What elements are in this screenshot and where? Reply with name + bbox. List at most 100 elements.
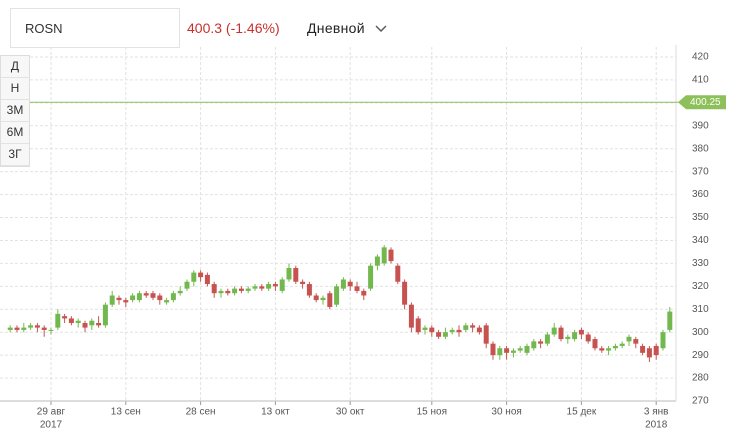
y-tick-label: 310	[692, 304, 709, 315]
range-buttons: Д Н 3М 6М 3Г	[0, 55, 30, 167]
x-tick-label: 15 дек	[567, 407, 597, 418]
candle-body	[41, 327, 47, 330]
candle-body	[347, 281, 353, 287]
candle-body	[300, 281, 306, 285]
candle-body	[130, 295, 136, 301]
x-tick-label: 13 окт	[261, 407, 290, 418]
candle-body	[660, 332, 666, 349]
candle-body	[191, 272, 197, 282]
year-label: 2017	[40, 420, 63, 431]
price-tag-label: 400.25	[690, 97, 721, 108]
candle-body	[612, 345, 618, 349]
x-tick-label: 30 ноя	[491, 407, 521, 418]
candle-body	[436, 332, 442, 337]
x-tick-label: 13 сен	[111, 407, 141, 418]
range-button[interactable]: Н	[1, 78, 29, 100]
candle-body	[402, 281, 408, 305]
range-button[interactable]: 3Г	[1, 144, 29, 166]
chevron	[375, 25, 387, 33]
candle-body	[395, 265, 401, 282]
candle-body	[123, 300, 129, 303]
candle-body	[476, 327, 482, 333]
candle-body	[170, 293, 176, 301]
candle-body	[497, 348, 503, 356]
candle-body	[313, 295, 319, 301]
candle-body	[109, 295, 115, 305]
candle-body	[266, 284, 272, 289]
candle-body	[21, 327, 27, 330]
x-tick-label: 3 янв	[644, 407, 669, 418]
candle-body	[89, 320, 95, 326]
candle-body	[306, 284, 312, 296]
candle-body	[96, 323, 102, 326]
candle-body	[82, 323, 88, 328]
candle-body	[259, 286, 265, 289]
candle-body	[238, 288, 244, 291]
candle-body	[483, 325, 489, 344]
y-tick-label: 330	[692, 258, 709, 269]
candle-body	[55, 313, 61, 328]
y-tick-label: 370	[692, 166, 709, 177]
candle-body	[232, 288, 238, 294]
candle-body	[599, 348, 605, 351]
y-tick-label: 350	[692, 212, 709, 223]
range-button[interactable]: Д	[1, 56, 29, 78]
candle-body	[646, 348, 652, 358]
range-button[interactable]: 3М	[1, 100, 29, 122]
y-tick-label: 320	[692, 281, 709, 292]
candle-body	[327, 293, 333, 307]
y-tick-label: 340	[692, 235, 709, 246]
candle-body	[245, 288, 251, 291]
candle-body	[585, 334, 591, 342]
x-tick-label: 28 сен	[186, 407, 216, 418]
candle-body	[218, 290, 224, 294]
range-button[interactable]: 6М	[1, 122, 29, 144]
x-tick-label: 29 авг	[37, 407, 66, 418]
candle-body	[538, 341, 544, 344]
candle-body	[470, 325, 476, 328]
candle-body	[184, 281, 190, 289]
candle-body	[510, 350, 516, 353]
candle-body	[157, 295, 163, 301]
y-tick-label: 380	[692, 143, 709, 154]
interval-label: Дневной	[307, 20, 365, 36]
candle-body	[252, 286, 258, 289]
candle-body	[442, 332, 448, 337]
candle-body	[667, 311, 673, 330]
candle-body	[68, 318, 74, 324]
candle-body	[34, 325, 40, 328]
y-tick-label: 280	[692, 373, 709, 384]
candle-body	[381, 247, 387, 264]
candle-body	[164, 300, 170, 303]
candle-body	[592, 339, 598, 349]
candle-body	[272, 284, 278, 287]
candle-body	[490, 343, 496, 356]
candle-body	[544, 334, 550, 344]
price-change: 400.3 (-1.46%)	[187, 20, 280, 36]
candle-body	[136, 293, 142, 301]
symbol-input[interactable]: ROSN	[10, 8, 180, 48]
y-tick-label: 270	[692, 396, 709, 407]
year-label: 2018	[645, 420, 668, 431]
candle-body	[204, 274, 210, 285]
candle-body	[388, 249, 394, 262]
interval-select[interactable]: Дневной	[307, 20, 387, 36]
candle-body	[225, 290, 231, 294]
candle-body	[354, 286, 360, 291]
candle-body	[286, 267, 292, 280]
candle-body	[334, 286, 340, 305]
candle-body	[116, 297, 122, 301]
candle-body	[633, 339, 639, 344]
candle-body	[408, 304, 414, 328]
candle-body	[7, 327, 13, 330]
candle-body	[28, 325, 34, 328]
candle-body	[626, 336, 632, 342]
candle-body	[102, 304, 108, 326]
candle-body	[320, 297, 326, 301]
candle-body	[429, 327, 435, 333]
candle-body	[551, 327, 557, 335]
candle-body	[531, 341, 537, 349]
y-tick-label: 290	[692, 350, 709, 361]
candle-body	[279, 279, 285, 291]
